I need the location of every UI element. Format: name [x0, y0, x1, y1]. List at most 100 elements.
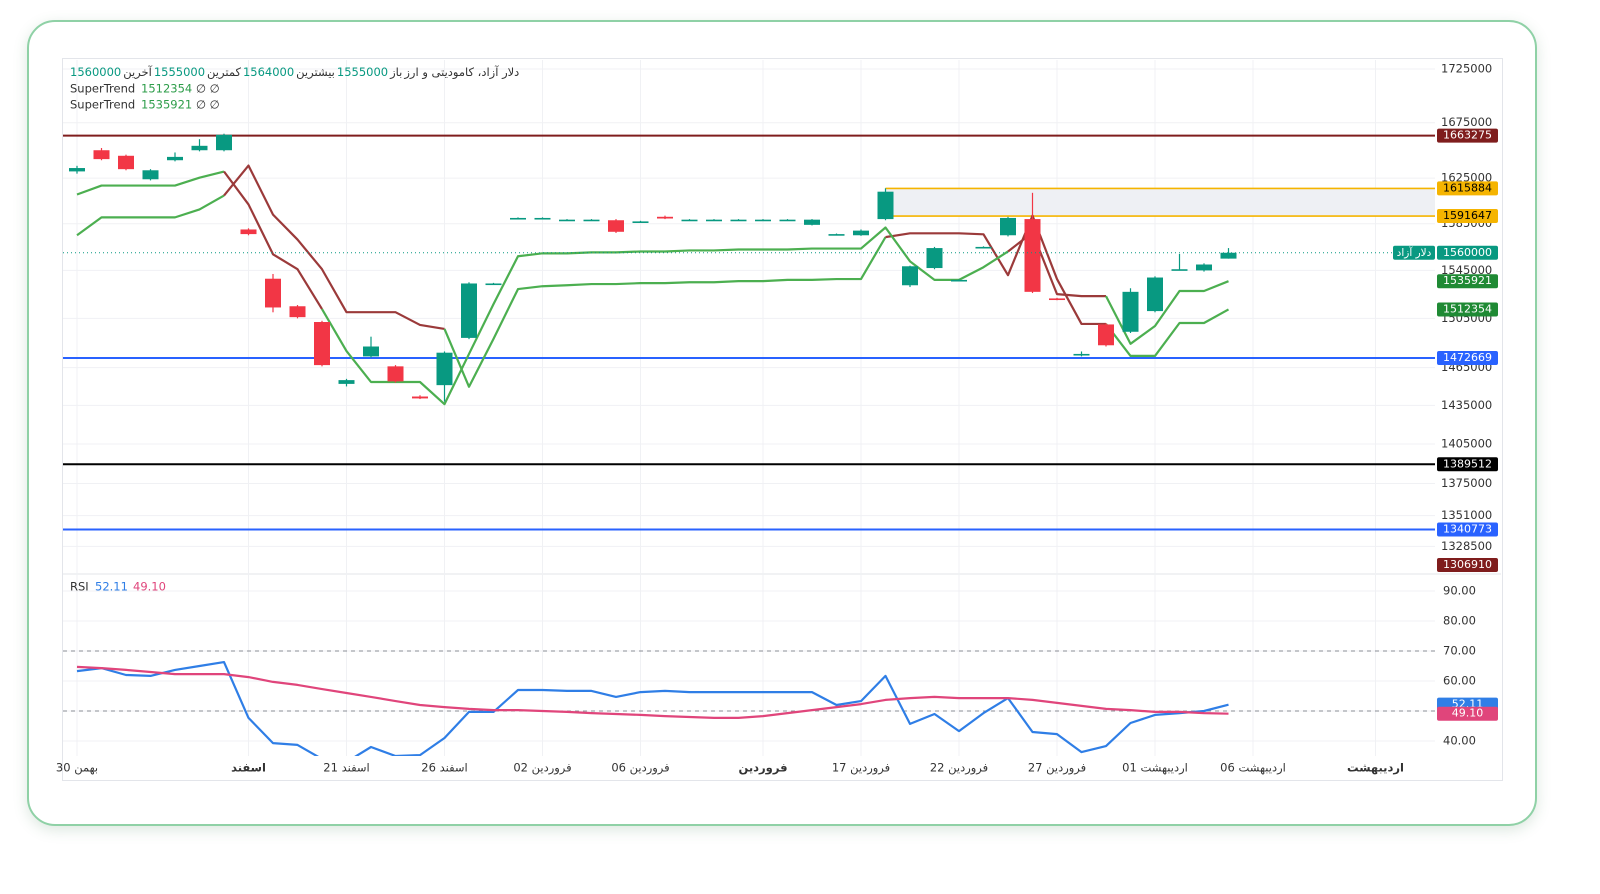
- rsi-line: [76, 665, 1229, 719]
- y-tick-label: 70.00: [1443, 644, 1476, 658]
- price-tag-label: 1591647: [1443, 209, 1492, 222]
- x-tick-label: 22 فروردین: [930, 761, 988, 776]
- y-tick-label: 80.00: [1443, 614, 1476, 628]
- supertrend-line: [223, 164, 445, 331]
- price-tag: [1437, 351, 1498, 366]
- candle-body: [1024, 219, 1041, 292]
- supertrend-line: [223, 170, 323, 310]
- candle-body: [779, 219, 796, 222]
- legend-value: 1535921: [141, 98, 192, 112]
- candle-body: [632, 221, 649, 223]
- legend-header: 1560000 آخرین 1555000 کمترین 1564000 بیش…: [70, 65, 519, 79]
- candle-body: [804, 219, 820, 225]
- chart-panel: [62, 58, 1503, 781]
- candle-body: [1147, 277, 1163, 312]
- candle-body: [926, 248, 943, 269]
- candle-body: [191, 145, 208, 151]
- candle-body: [265, 278, 281, 308]
- x-tick-label: 02 فروردین: [513, 761, 571, 776]
- supertrend-line: [1007, 231, 1106, 298]
- x-tick-label: 17 فروردین: [832, 761, 890, 776]
- price-tag: [1437, 558, 1498, 572]
- price-tag-label: 1472669: [1443, 351, 1492, 364]
- supertrend-line: [1105, 280, 1229, 345]
- candle-body: [657, 216, 673, 219]
- candle-body: [240, 229, 257, 235]
- supertrend-line: [76, 170, 225, 196]
- x-tick-label: 26 اسفند: [421, 761, 467, 775]
- candle-body: [853, 230, 869, 236]
- x-tick-label: 27 فروردین: [1028, 761, 1086, 776]
- price-tag: [1437, 706, 1498, 721]
- candle-body: [951, 279, 967, 282]
- pane-title: RSI: [70, 580, 89, 594]
- price-tag: [1437, 457, 1498, 472]
- candle-body: [314, 322, 330, 366]
- candle-body: [1073, 353, 1090, 356]
- symbol-label: دلار آزاد: [1397, 246, 1432, 259]
- candle-body: [216, 134, 232, 151]
- candle-body: [142, 170, 159, 180]
- candle-body: [387, 366, 404, 382]
- y-tick-label: 1545000: [1441, 263, 1492, 277]
- candle-body: [1000, 217, 1016, 236]
- open-value: 1555000: [336, 65, 389, 79]
- low-label: کمترین: [207, 65, 241, 79]
- y-tick-label: 1328500: [1441, 539, 1492, 553]
- candle-body: [828, 234, 845, 236]
- price-tag-label: 1512354: [1443, 302, 1492, 315]
- price-tag: [1437, 274, 1498, 289]
- supertrend-line: [1105, 308, 1230, 358]
- plot-area: [63, 68, 1435, 547]
- candle-body: [510, 217, 526, 220]
- y-tick-label: 1725000: [1441, 61, 1492, 75]
- candle-body: [412, 396, 428, 399]
- legend-name: SuperTrend: [70, 98, 135, 112]
- supertrend-line: [885, 214, 1106, 326]
- x-tick-label: 30 بهمن: [56, 761, 98, 776]
- candle-body: [583, 219, 600, 222]
- y-tick-label: 1625000: [1441, 171, 1492, 185]
- price-tag-label: 1560000: [1443, 246, 1492, 259]
- candle-body: [559, 219, 575, 222]
- x-tick-label: 21 اسفند: [323, 761, 369, 775]
- legend-inputs: ∅ ∅: [196, 98, 220, 112]
- price-tag-label: 1615884: [1443, 181, 1492, 194]
- candle-body: [1196, 264, 1212, 271]
- price-tag-label: 1389512: [1443, 457, 1492, 470]
- y-tick-label: 40.00: [1443, 734, 1476, 748]
- low-value: 1555000: [153, 65, 206, 79]
- x-tick-label: 06 فروردین: [611, 761, 669, 776]
- candle-body: [681, 219, 698, 222]
- candle-body: [755, 219, 771, 222]
- price-tag: [1437, 181, 1498, 196]
- high-label: بیشترین: [296, 65, 335, 79]
- candle-body: [461, 283, 477, 338]
- legend-inputs: ∅ ∅: [196, 82, 220, 96]
- candle-body: [1171, 269, 1188, 271]
- supertrend-line: [443, 236, 887, 388]
- level-band: [885, 188, 1435, 217]
- y-tick-label: 90.00: [1443, 584, 1476, 598]
- price-tag: [1437, 302, 1498, 317]
- price-tag-label: 1535921: [1443, 274, 1492, 287]
- open-label: باز: [390, 65, 403, 79]
- x-tick-label: اسفند: [231, 761, 266, 775]
- candle-body: [730, 219, 747, 222]
- candle-body: [69, 168, 85, 172]
- plot-area: [63, 590, 1435, 756]
- candle-body: [706, 219, 722, 222]
- symbol-tag: [1393, 245, 1435, 260]
- supertrend-line: [321, 226, 1009, 406]
- candle-body: [1220, 252, 1237, 259]
- y-tick-label: 1435000: [1441, 398, 1492, 412]
- y-tick-label: 1351000: [1441, 508, 1492, 522]
- y-tick-label: 1405000: [1441, 437, 1492, 451]
- price-tag-label: 1340773: [1443, 523, 1492, 536]
- rsi-line: [76, 661, 1229, 756]
- price-tag-label: 1663275: [1443, 129, 1492, 142]
- candle-body: [338, 380, 355, 384]
- supertrend-line: [76, 194, 225, 237]
